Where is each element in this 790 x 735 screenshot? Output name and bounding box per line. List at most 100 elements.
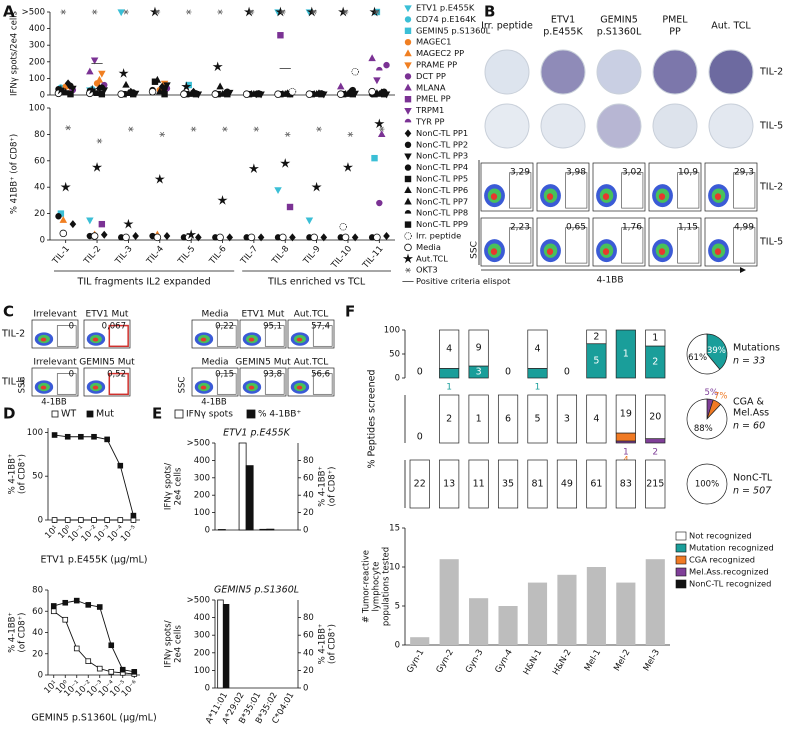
bar-segment [586,394,607,444]
bar-segment [527,329,548,369]
bar-label: 5 [593,355,599,366]
data-point [190,126,197,132]
axis-title: % 4-1BB⁺ [8,612,18,653]
axis-title: populations tested [382,547,392,626]
flow-gate [56,373,77,395]
axis-title: # Tumor-reactive [362,550,372,623]
x-tick-label: TIL-7 [238,244,260,267]
bar-segment [556,459,578,509]
data-point [274,187,282,195]
flow-percent: 1,76 [622,223,642,233]
data-point [305,90,314,98]
y-tick-label: 60 [303,631,314,641]
bar-segment [527,368,548,379]
data-point [224,90,231,98]
legend-marker [404,16,412,23]
legend-label: ETV1 p.E455K [416,3,475,13]
y-tick-label: 200 [29,57,45,67]
panel-label: E [152,405,162,423]
x-tick-label: Gyn-4 [493,648,514,675]
row-title: Mel.Ass [733,408,769,419]
y-tick-label: 60 [34,156,45,166]
plot-label: ETV1 Mut [242,310,285,320]
data-point [50,608,57,615]
data-point [180,90,188,98]
flow-population [40,385,47,390]
bar-label: 61 [590,479,602,490]
column-label: ETV1 [551,15,575,26]
legend-marker [404,232,412,240]
y-tick-label: 400 [194,613,210,623]
bar-label: 4 [446,344,452,355]
data-point [277,32,284,39]
axis-title: ETV1 p.E455K (μg/mL) [40,555,147,566]
flow-population [490,193,498,200]
flow-population [200,337,207,342]
plot-label: Aut.TCL [294,310,329,320]
legend-label: NonC-TL PP2 [416,139,468,149]
plot-label: Irrelevant [33,310,77,320]
flow-percent: 29,3 [734,168,754,178]
data-point [73,645,80,652]
legend-marker [404,186,412,194]
flow-percent: 0,65 [566,223,586,233]
data-point [377,130,386,138]
y-tick-label: 300 [194,631,210,641]
axis-title: 2e4 cells [174,625,184,663]
bar-label: 9 [476,343,482,354]
elispot-well [596,49,642,95]
legend-swatch [675,543,687,553]
x-tick-label: TIL-6 [207,244,229,267]
flow-gate [509,227,532,264]
data-point [320,233,328,242]
row-label: TIL-2 [1,329,25,340]
axis-title: IFNγ spots/ [164,620,174,667]
legend-label: PRAME PP [416,60,457,70]
axis-title: SSC [178,377,188,394]
bar-segment [439,459,460,509]
data-point [159,131,165,137]
y-tick-label: 0 [303,684,308,694]
flow-population [92,337,99,342]
data-point [217,9,223,15]
legend-marker [404,221,412,228]
axis-title: lymphocyte [372,562,382,612]
flow-gate [56,325,77,347]
axis-title: % 4-1BB⁺ [8,454,18,495]
legend-label: Positive criteria elispot [416,276,511,286]
y-tick-label: 60 [303,473,314,483]
flow-gate [509,172,532,209]
data-point [153,75,162,83]
chart-title: ETV1 p.E455K [223,428,291,439]
pie-slice [686,333,721,375]
legend-swatch [675,567,687,577]
data-point [73,597,80,604]
flow-population [546,248,554,255]
x-tick-label: TIL-9 [301,244,323,267]
data-point [85,602,92,608]
legend-marker [402,253,414,264]
bar [222,604,230,689]
row-title: Mutations [733,343,780,354]
bar-label: 22 [414,479,426,490]
flow-gate [264,325,285,347]
data-point [339,223,347,231]
y-tick-label: 100 [29,74,45,84]
data-point [186,229,197,240]
legend-marker [405,267,411,273]
flow-gate [565,172,588,209]
data-point [341,233,350,242]
legend-label: NonC-TL recognized [689,579,771,589]
bar [217,599,224,689]
data-point [376,199,383,207]
data-point [305,217,314,225]
data-point [257,233,265,242]
y-tick-label: 60 [32,607,43,617]
data-point [96,604,103,610]
y-tick-label: 5 [395,602,400,612]
flow-percent: 95,1 [263,322,282,332]
bar-label: 19 [620,409,632,420]
y-tick-label: 400 [29,24,45,34]
data-point [181,81,192,92]
